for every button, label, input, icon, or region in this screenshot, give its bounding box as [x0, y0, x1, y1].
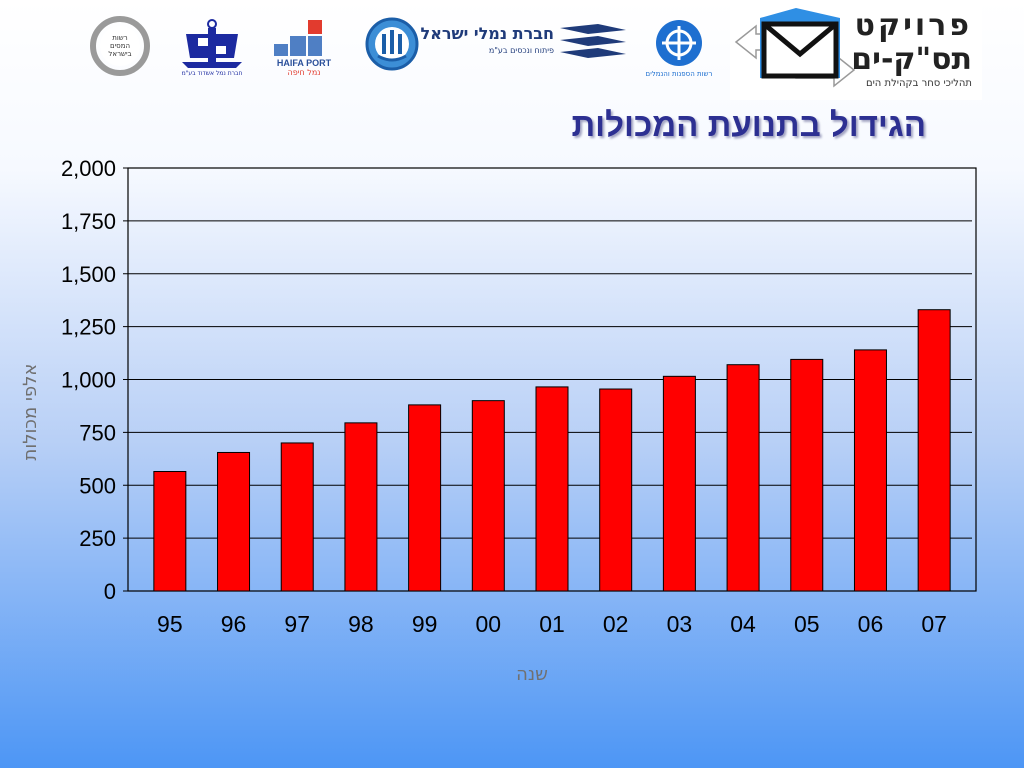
x-tick-label: 96	[221, 611, 247, 637]
x-tick-label: 97	[284, 611, 310, 637]
bar-05	[790, 358, 824, 592]
x-tick-label: 00	[476, 611, 502, 637]
ashdod-port-logo: חברת נמל אשדוד בע"מ	[178, 18, 246, 80]
x-tick-label: 03	[667, 611, 693, 637]
bar-96	[217, 451, 251, 592]
bar-04	[726, 364, 760, 592]
israel-ports-waves-icon	[560, 24, 626, 58]
bar-97	[280, 442, 314, 592]
israel-ports-company-subtext: פיתוח ונכסים בע"מ	[488, 46, 554, 55]
bar-95	[153, 471, 187, 592]
haifa-port-squares-icon	[274, 20, 322, 56]
tax-authority-logo: רשות המסים בישראל	[90, 16, 150, 76]
bar-03	[662, 375, 696, 592]
x-tick-label: 95	[157, 611, 183, 637]
haifa-port-logo-text-en: HAIFA PORT	[276, 58, 332, 68]
bar-07	[917, 309, 951, 592]
bar-06	[853, 349, 887, 592]
israel-ports-company-logo: חברת נמלי ישראל פיתוח ונכסים בע"מ	[420, 20, 628, 68]
y-tick-label: 0	[104, 579, 116, 604]
bars	[153, 309, 951, 592]
shipping-authority-emblem-icon	[656, 20, 702, 66]
bar-99	[408, 404, 442, 592]
x-tick-label: 07	[921, 611, 947, 637]
x-tick-label: 04	[730, 611, 756, 637]
y-tick-label: 1,500	[61, 262, 116, 287]
eilat-port-emblem-icon	[365, 17, 419, 71]
y-tick-label: 500	[79, 473, 116, 498]
x-tick-label: 01	[539, 611, 565, 637]
shipping-ports-authority-logo: רשות הספנות והנמלים	[640, 18, 718, 80]
y-axis-ticks: 0 250 500 750 1,000 1,250 1,500 1,750 2,000	[61, 156, 128, 604]
bar-02	[599, 388, 633, 592]
tax-authority-logo-text: רשות המסים בישראל	[108, 34, 132, 58]
x-tick-label: 99	[412, 611, 438, 637]
haifa-port-logo-text-he: נמל חיפה	[287, 68, 321, 77]
y-tick-label: 750	[79, 420, 116, 445]
shipping-ports-authority-text: רשות הספנות והנמלים	[645, 70, 713, 78]
envelope-arrows-icon	[734, 8, 856, 88]
project-logo: פרויקט תס"ק-ים תהליכי סחר בקהילת הים	[730, 4, 982, 100]
chart-title: הגידול בתנועת המכולות	[571, 106, 926, 143]
ashdod-port-logo-text: חברת נמל אשדוד בע"מ	[181, 70, 243, 77]
y-tick-label: 1,000	[61, 368, 116, 393]
bar-98	[344, 422, 378, 592]
x-axis-ticks: 95 96 97 98 99 00 01 02 03 04 05 06 07	[157, 611, 947, 637]
haifa-port-logo: HAIFA PORT נמל חיפה	[264, 18, 342, 80]
x-tick-label: 06	[858, 611, 884, 637]
eilat-port-emblem	[364, 16, 420, 72]
x-axis-title: שנה	[516, 664, 548, 685]
y-tick-label: 2,000	[61, 156, 116, 181]
y-axis-title: אלפי מכולות	[20, 364, 41, 461]
project-title-line2: תס"ק-ים	[851, 42, 972, 77]
bar-01	[535, 386, 569, 592]
project-title-line1: פרויקט	[854, 8, 972, 43]
tax-authority-emblem-icon	[90, 16, 150, 76]
bar-00	[471, 400, 505, 592]
project-subtitle: תהליכי סחר בקהילת הים	[865, 78, 972, 89]
y-tick-label: 1,750	[61, 209, 116, 234]
x-tick-label: 98	[348, 611, 374, 637]
y-tick-label: 1,250	[61, 315, 116, 340]
x-tick-label: 05	[794, 611, 820, 637]
israel-ports-company-name: חברת נמלי ישראל	[420, 24, 554, 43]
gridlines	[128, 220, 972, 539]
y-tick-label: 250	[79, 526, 116, 551]
ashdod-anchor-icon	[182, 19, 242, 68]
x-tick-label: 02	[603, 611, 629, 637]
